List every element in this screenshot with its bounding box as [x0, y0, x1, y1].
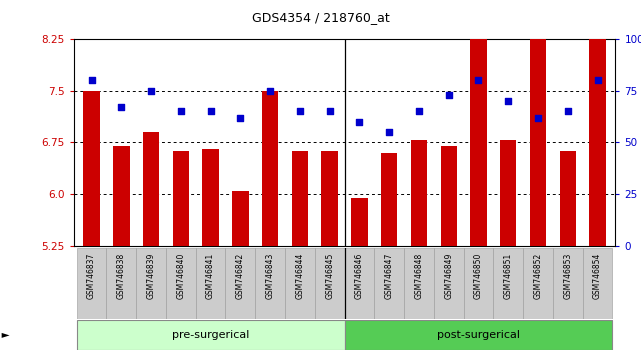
Point [116, 104, 126, 110]
Bar [589, 32, 606, 246]
Bar [494, 248, 523, 319]
Bar [463, 248, 494, 319]
Point [235, 115, 246, 120]
Text: GSM746849: GSM746849 [444, 253, 453, 299]
Bar [523, 248, 553, 319]
Bar [143, 132, 159, 246]
Text: GSM746847: GSM746847 [385, 253, 394, 299]
Bar [113, 146, 129, 246]
Bar [404, 248, 434, 319]
Point [444, 92, 454, 98]
Text: GSM746848: GSM746848 [415, 253, 424, 299]
Text: GDS4354 / 218760_at: GDS4354 / 218760_at [252, 11, 389, 24]
Bar [440, 146, 457, 246]
Point [533, 115, 543, 120]
Bar [285, 248, 315, 319]
Bar [226, 248, 255, 319]
Bar [203, 149, 219, 246]
Point [503, 98, 513, 104]
Bar [196, 248, 226, 319]
Point [146, 88, 156, 93]
Text: GSM746846: GSM746846 [355, 253, 364, 299]
Bar [315, 248, 345, 319]
Point [414, 109, 424, 114]
Point [473, 78, 483, 83]
Bar [106, 248, 136, 319]
Text: GSM746842: GSM746842 [236, 253, 245, 299]
Bar [77, 320, 345, 350]
Bar [166, 248, 196, 319]
Bar [136, 248, 166, 319]
Bar [345, 248, 374, 319]
Text: GSM746841: GSM746841 [206, 253, 215, 299]
Bar [434, 248, 463, 319]
Text: specimen ►: specimen ► [0, 330, 10, 341]
Bar [411, 141, 427, 246]
Bar [553, 248, 583, 319]
Text: GSM746844: GSM746844 [296, 253, 304, 299]
Text: post-surgerical: post-surgerical [437, 330, 520, 341]
Point [206, 109, 216, 114]
Text: GSM746852: GSM746852 [533, 253, 542, 299]
Text: GSM746845: GSM746845 [325, 253, 334, 299]
Text: GSM746853: GSM746853 [563, 253, 572, 299]
Bar [262, 91, 278, 246]
Point [384, 129, 394, 135]
Bar [470, 32, 487, 246]
Bar [255, 248, 285, 319]
Point [354, 119, 365, 125]
Bar [322, 152, 338, 246]
Bar [77, 248, 106, 319]
Bar [83, 91, 100, 246]
Text: GSM746839: GSM746839 [147, 253, 156, 299]
Text: pre-surgerical: pre-surgerical [172, 330, 249, 341]
Bar [583, 248, 612, 319]
Bar [374, 248, 404, 319]
Text: GSM746837: GSM746837 [87, 253, 96, 299]
Bar [351, 198, 367, 246]
Text: GSM746840: GSM746840 [176, 253, 185, 299]
Point [265, 88, 275, 93]
Bar [381, 153, 397, 246]
Bar [345, 320, 612, 350]
Point [324, 109, 335, 114]
Bar [530, 32, 546, 246]
Text: GSM746843: GSM746843 [265, 253, 274, 299]
Point [176, 109, 186, 114]
Text: GSM746850: GSM746850 [474, 253, 483, 299]
Text: GSM746854: GSM746854 [593, 253, 602, 299]
Bar [560, 152, 576, 246]
Bar [232, 191, 249, 246]
Point [295, 109, 305, 114]
Point [87, 78, 97, 83]
Text: GSM746851: GSM746851 [504, 253, 513, 299]
Text: GSM746838: GSM746838 [117, 253, 126, 299]
Bar [292, 152, 308, 246]
Bar [172, 152, 189, 246]
Bar [500, 141, 517, 246]
Point [563, 109, 573, 114]
Point [592, 78, 603, 83]
